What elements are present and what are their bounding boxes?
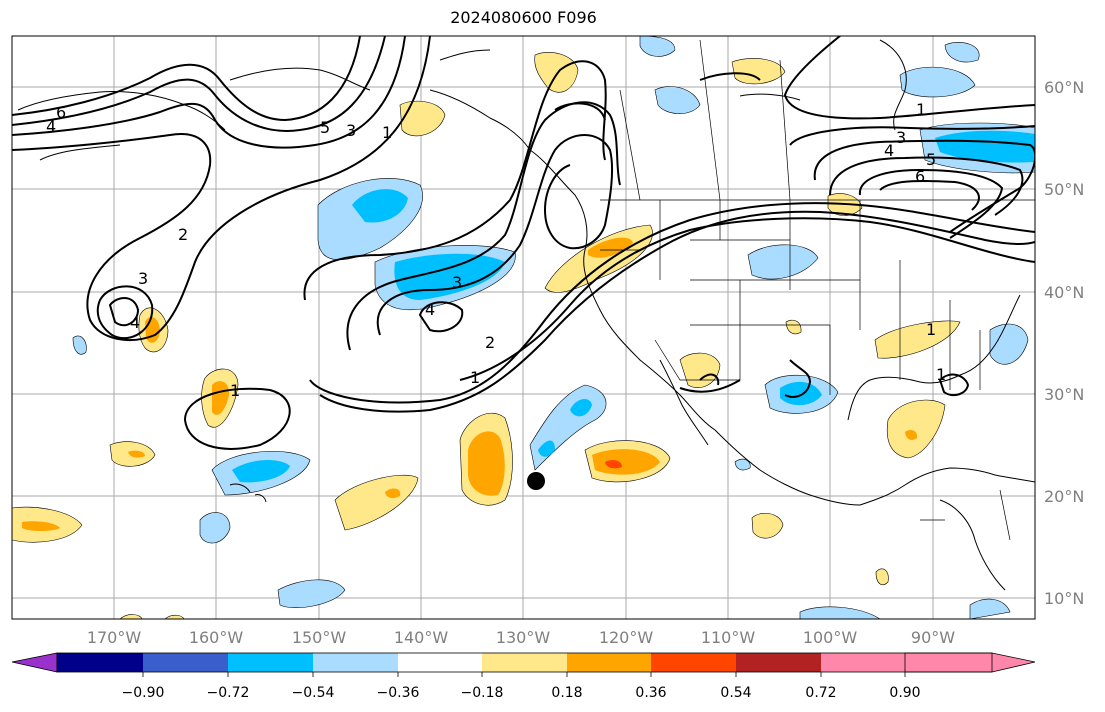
lon-label-110w: 110°W (701, 628, 756, 647)
svg-text:3: 3 (346, 121, 356, 140)
colorbar-tick-label: −0.72 (207, 685, 250, 701)
lon-label-100w: 100°W (803, 628, 858, 647)
height-contours (12, 36, 1035, 450)
svg-text:4: 4 (425, 300, 435, 319)
colorbar-tick-label: 0.90 (889, 685, 920, 701)
colorbar-tick-label: 0.36 (635, 685, 666, 701)
svg-text:1: 1 (382, 123, 392, 142)
borders (600, 39, 1035, 541)
colorbar-tick-label: 0.72 (805, 685, 836, 701)
colorbar-low-extension (11, 652, 58, 673)
colorbar-bin-10 (821, 653, 905, 672)
colorbar-tick-label: −0.90 (122, 685, 165, 701)
colorbar-bin-3 (228, 653, 313, 672)
negative-anomaly-shading (72, 36, 1035, 619)
colorbar-frame (56, 652, 993, 673)
svg-text:1: 1 (926, 320, 936, 339)
colorbar-tick-label: −0.18 (461, 685, 504, 701)
svg-text:4: 4 (46, 117, 56, 136)
map-frame (11, 35, 1036, 620)
svg-text:4: 4 (884, 141, 894, 160)
lon-label-90w: 90°W (911, 628, 955, 647)
colorbar-tick-label: −0.36 (377, 685, 420, 701)
station-marker (527, 472, 545, 490)
colorbar-bin-4 (313, 653, 398, 672)
colorbar-ticks (142, 672, 906, 677)
colorbar-tick-label: 0.18 (551, 685, 582, 701)
positive-anomaly-shading (12, 51, 961, 619)
longitude-labels: 170°W 160°W 150°W 140°W 130°W 120°W 110°… (87, 628, 955, 647)
lat-label-50: 50°N (1044, 180, 1084, 199)
colorbar-bin-1 (57, 653, 143, 672)
lat-label-30: 30°N (1044, 385, 1084, 404)
colorbar-bin-2 (143, 653, 228, 672)
svg-text:2: 2 (485, 333, 495, 352)
svg-text:3: 3 (138, 269, 148, 288)
colorbar: −0.90 −0.72 −0.54 −0.36 −0.18 0.18 0.36 … (11, 652, 1036, 701)
svg-text:1: 1 (936, 365, 946, 384)
colorbar-tick-label: −0.54 (292, 685, 335, 701)
svg-text:1: 1 (916, 100, 926, 119)
colorbar-bin-6 (482, 653, 567, 672)
svg-text:3: 3 (452, 273, 462, 292)
lon-label-130w: 130°W (496, 628, 551, 647)
svg-text:1: 1 (230, 381, 240, 400)
lon-label-120w: 120°W (599, 628, 654, 647)
svg-text:3: 3 (896, 128, 906, 147)
svg-text:5: 5 (320, 118, 330, 137)
colorbar-high-extension (904, 652, 1036, 673)
lat-label-60: 60°N (1044, 78, 1084, 97)
lat-label-40: 40°N (1044, 283, 1084, 302)
svg-text:6: 6 (56, 103, 66, 122)
latitude-labels: 60°N 50°N 40°N 30°N 20°N 10°N (1044, 78, 1084, 608)
map-title: 2024080600 F096 (450, 8, 597, 27)
colorbar-bin-8 (651, 653, 736, 672)
svg-text:2: 2 (178, 225, 188, 244)
lon-label-170w: 170°W (87, 628, 142, 647)
lon-label-160w: 160°W (189, 628, 244, 647)
lat-label-10: 10°N (1044, 589, 1084, 608)
lon-label-140w: 140°W (394, 628, 449, 647)
svg-text:1: 1 (470, 368, 480, 387)
colorbar-tick-label: 0.54 (720, 685, 751, 701)
svg-text:6: 6 (915, 167, 925, 186)
lon-label-150w: 150°W (292, 628, 347, 647)
lat-label-20: 20°N (1044, 487, 1084, 506)
colorbar-bin-9 (736, 653, 821, 672)
colorbar-bin-5 (398, 653, 482, 672)
colorbar-bin-7 (567, 653, 651, 672)
contour-labels: 6 4 5 3 1 2 3 4 3 4 2 1 1 1 3 4 5 6 1 2 … (46, 100, 946, 400)
svg-text:4: 4 (130, 313, 140, 332)
svg-text:5: 5 (926, 150, 936, 169)
